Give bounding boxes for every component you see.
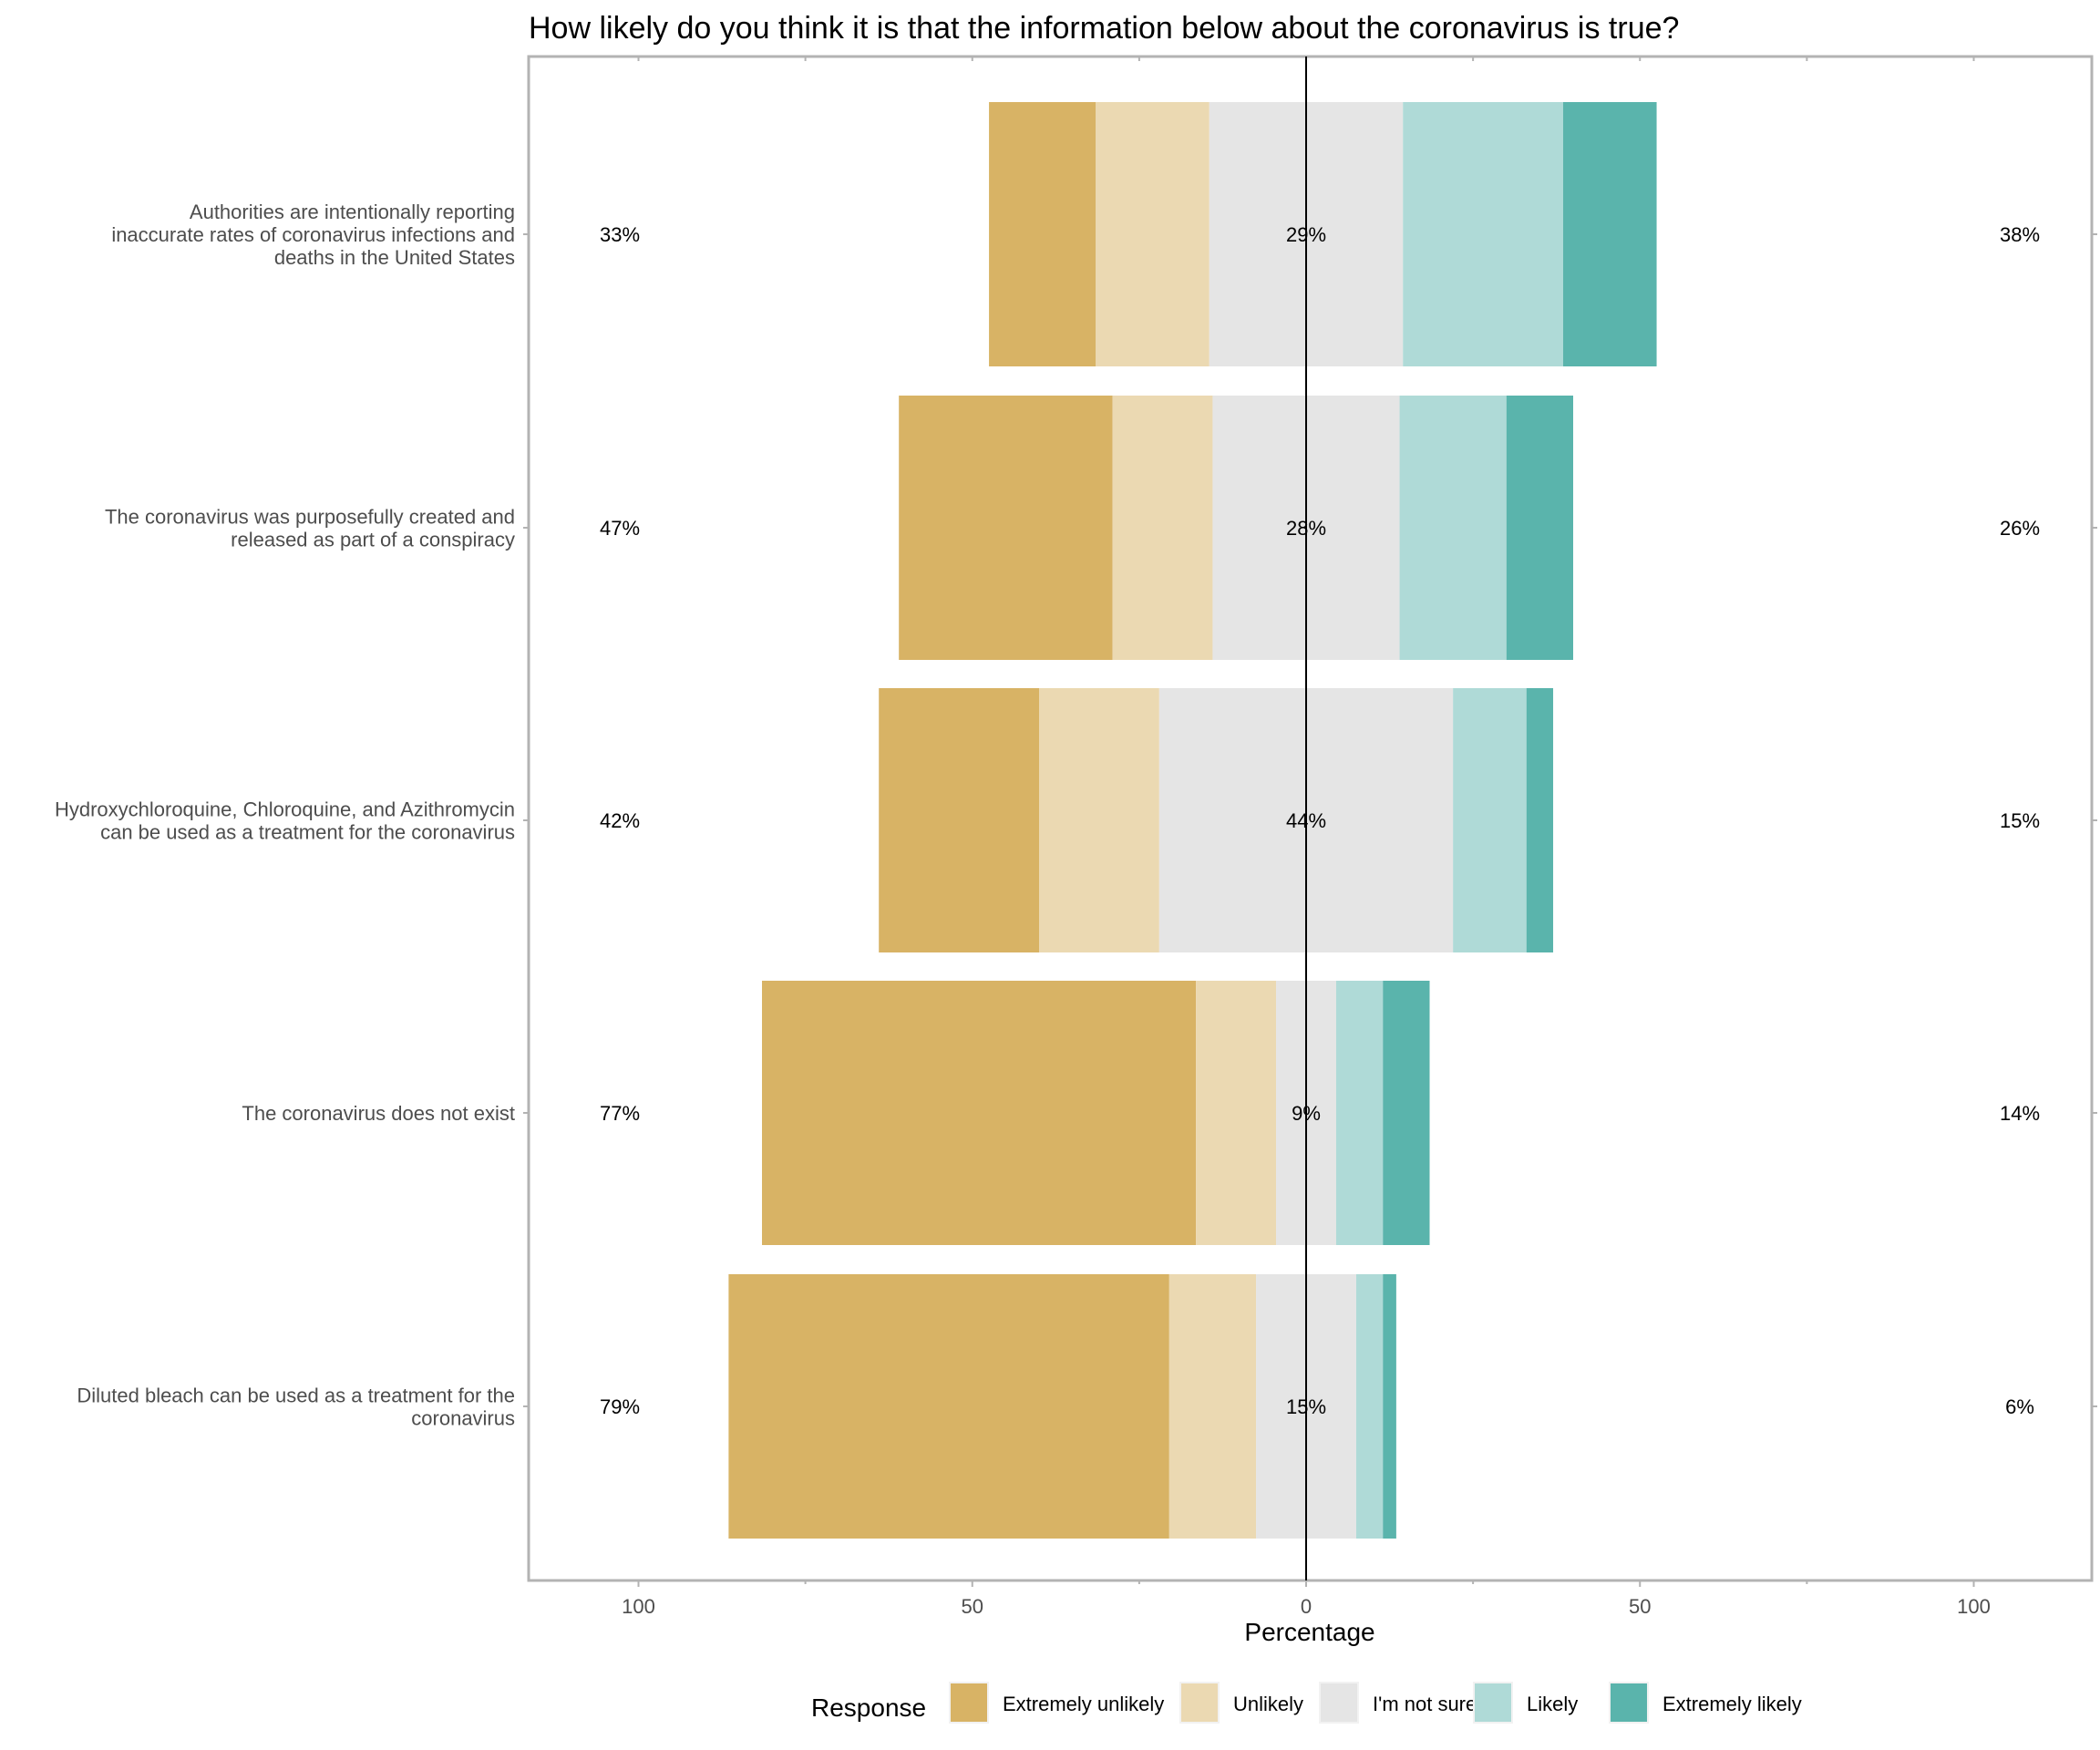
x-tick-label: 0 — [1301, 1595, 1312, 1618]
category-label-line: The coronavirus does not exist — [242, 1102, 515, 1125]
bar-segment-extremely-unlikely — [879, 688, 1039, 952]
category-label: Authorities are intentionally reporting i… — [111, 201, 515, 269]
category-label-line: The coronavirus was purposefully created… — [105, 506, 515, 529]
neutral-percent-label: 15% — [1286, 1395, 1326, 1418]
bar-segment-extremely-likely — [1563, 102, 1657, 366]
bar-segment-extremely-unlikely — [989, 102, 1096, 366]
bar-segment-extremely-likely — [1383, 1274, 1396, 1539]
low-percent-label: 77% — [600, 1102, 640, 1125]
low-percent-label: 79% — [600, 1395, 640, 1418]
category-label-line: inaccurate rates of coronavirus infectio… — [111, 223, 515, 246]
bar-segment-likely — [1355, 1274, 1384, 1539]
category-label: Diluted bleach can be used as a treatmen… — [77, 1385, 515, 1430]
legend-key-swatch — [1181, 1683, 1218, 1722]
legend-label: Extremely unlikely — [1003, 1693, 1164, 1715]
high-percent-label: 14% — [2000, 1102, 2040, 1125]
bar-segment-likely — [1335, 981, 1384, 1245]
bar-segment-likely — [1453, 688, 1527, 952]
neutral-percent-label: 29% — [1286, 223, 1326, 246]
x-tick-label: 100 — [1957, 1595, 1991, 1618]
category-label-line: released as part of a conspiracy — [231, 529, 515, 551]
bar-segment-extremely-likely — [1506, 396, 1573, 660]
neutral-percent-label: 9% — [1292, 1102, 1321, 1125]
category-label-line: coronavirus — [411, 1407, 515, 1430]
high-percent-label: 38% — [2000, 223, 2040, 246]
category-label-line: Diluted bleach can be used as a treatmen… — [77, 1385, 515, 1407]
legend-key-swatch — [1321, 1683, 1357, 1722]
bar-segment-unlikely — [1039, 688, 1159, 952]
x-tick-label: 50 — [1629, 1595, 1651, 1618]
x-axis-title: Percentage — [1244, 1618, 1374, 1646]
category-label-line: Authorities are intentionally reporting — [190, 201, 515, 223]
y-axis-labels: Authorities are intentionally reporting i… — [55, 201, 515, 1430]
category-label: The coronavirus was purposefully created… — [105, 506, 515, 551]
x-axis-ticks: 100 50 0 50 100 — [523, 57, 2097, 1618]
bar-segment-likely — [1399, 396, 1507, 660]
legend-key-swatch — [1475, 1683, 1511, 1722]
category-label-line: can be used as a treatment for the coron… — [100, 821, 515, 844]
chart-title: How likely do you think it is that the i… — [529, 11, 1679, 46]
legend-key-swatch — [951, 1683, 987, 1722]
legend-label: Unlikely — [1233, 1693, 1303, 1715]
bar-segment-unlikely — [1196, 981, 1277, 1245]
low-percent-label: 47% — [600, 517, 640, 540]
bar-segment-unlikely — [1168, 1274, 1257, 1539]
legend-label: I'm not sure — [1373, 1693, 1477, 1715]
x-tick-label: 50 — [962, 1595, 983, 1618]
bar-segment-extremely-unlikely — [728, 1274, 1169, 1539]
category-label-line: Hydroxychloroquine, Chloroquine, and Azi… — [55, 798, 515, 821]
category-label: Hydroxychloroquine, Chloroquine, and Azi… — [55, 798, 515, 844]
legend-label: Extremely likely — [1662, 1693, 1802, 1715]
legend: Response Extremely unlikely Unlikely I'm n… — [811, 1682, 1802, 1724]
bar-segment-unlikely — [1096, 102, 1210, 366]
low-percent-label: 33% — [600, 223, 640, 246]
neutral-percent-label: 44% — [1286, 809, 1326, 832]
legend-label: Likely — [1527, 1693, 1578, 1715]
bar-segment-likely — [1403, 102, 1564, 366]
category-label-line: deaths in the United States — [274, 246, 515, 269]
bar-segment-extremely-likely — [1383, 981, 1430, 1245]
high-percent-label: 26% — [2000, 517, 2040, 540]
bar-segment-unlikely — [1112, 396, 1213, 660]
legend-key-swatch — [1611, 1683, 1647, 1722]
category-label: The coronavirus does not exist — [242, 1102, 515, 1125]
bar-segment-extremely-unlikely — [899, 396, 1113, 660]
legend-title: Response — [811, 1693, 926, 1722]
high-percent-label: 6% — [2005, 1395, 2034, 1418]
bar-segment-extremely-likely — [1526, 688, 1554, 952]
x-tick-label: 100 — [622, 1595, 655, 1618]
percent-labels: 33% 29% 38% 47% 28% 26% 42% 44% 15% 77% 9% 14% 79% 15… — [600, 223, 2040, 1418]
bar-segment-extremely-unlikely — [762, 981, 1197, 1245]
low-percent-label: 42% — [600, 809, 640, 832]
neutral-percent-label: 28% — [1286, 517, 1326, 540]
high-percent-label: 15% — [2000, 809, 2040, 832]
